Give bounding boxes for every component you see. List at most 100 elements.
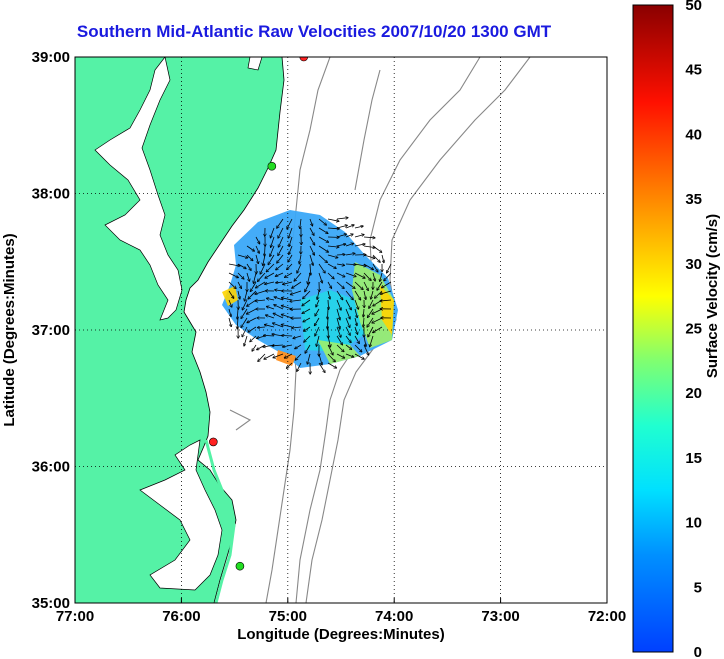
velocity-arrow (277, 218, 284, 228)
velocity-arrow (363, 237, 375, 238)
velocity-arrow (255, 236, 260, 244)
velocity-arrow (258, 327, 266, 328)
velocity-arrow (295, 344, 302, 349)
velocity-arrow (247, 317, 257, 323)
velocity-arrow (354, 326, 358, 334)
grid-lines (75, 57, 607, 603)
velocity-arrow (336, 317, 340, 329)
velocity-arrow (265, 281, 275, 284)
velocity-arrow (265, 272, 275, 278)
velocity-arrow (276, 282, 284, 283)
y-tick-label: 39:00 (32, 49, 70, 66)
radar-station-marker (235, 561, 245, 571)
velocity-arrow (371, 290, 374, 299)
velocity-arrow (387, 263, 392, 273)
velocity-arrow (292, 327, 302, 328)
velocity-arrow (384, 272, 392, 281)
velocity-arrow (327, 246, 339, 247)
velocity-arrow (368, 326, 374, 337)
y-tick-label: 38:00 (32, 186, 70, 203)
velocity-arrow (277, 254, 284, 263)
velocity-arrow (255, 300, 266, 301)
velocity-arrow (336, 264, 344, 265)
velocity-arrow (296, 353, 302, 360)
velocity-arrow (336, 344, 344, 352)
velocity-arrow (228, 299, 232, 307)
velocity-arrow (228, 290, 234, 298)
velocity-arrow (354, 353, 364, 359)
velocity-arrow (250, 335, 257, 342)
velocity-arrow (345, 281, 355, 288)
velocity-arrow (327, 281, 331, 288)
velocity-arrow (318, 263, 325, 273)
colorbar-tick-label: 35 (685, 191, 702, 208)
velocity-arrow (328, 299, 329, 309)
velocity-arrow (291, 290, 302, 295)
velocity-arrow (345, 225, 354, 229)
velocity-arrow (273, 353, 284, 358)
velocity-arrow (242, 326, 248, 337)
velocity-arrow (381, 254, 384, 262)
velocity-arrow (336, 353, 344, 358)
velocity-arrow (267, 263, 275, 272)
colorbar-tick-label: 45 (685, 62, 702, 79)
velocity-arrow (255, 290, 266, 294)
velocity-arrow (315, 326, 320, 336)
velocity-arrow (288, 254, 293, 262)
velocity-arrow (251, 281, 257, 291)
velocity-arrow (372, 254, 380, 262)
y-axis-label: Latitude (Degrees:Minutes) (1, 233, 18, 426)
velocity-arrow (354, 226, 363, 229)
velocity-arrow (292, 281, 302, 288)
velocity-arrow (328, 308, 329, 319)
velocity-arrow (363, 344, 369, 355)
colorbar-tick-label: 20 (685, 385, 702, 402)
velocity-arrow (354, 299, 358, 309)
velocity-arrow (345, 254, 355, 256)
velocity-arrow (307, 353, 311, 364)
velocity-arrow (283, 281, 293, 284)
velocity-arrow (372, 263, 378, 272)
velocity-arrow (285, 272, 293, 277)
velocity-arrow (354, 335, 359, 343)
velocity-arrow (354, 263, 366, 266)
velocity-arrow (270, 245, 275, 256)
velocity-arrow (260, 263, 266, 274)
velocity-arrow (255, 245, 259, 253)
velocity-arrow (318, 218, 326, 225)
velocity-arrow (297, 263, 302, 273)
velocity-arrow (237, 254, 248, 258)
velocity-arrow (336, 308, 340, 320)
velocity-arrow (336, 244, 346, 247)
plot-frame (74, 56, 608, 604)
velocity-arrow (241, 308, 248, 318)
colorbar-tick-label: 0 (694, 644, 702, 659)
velocity-arrow (318, 254, 327, 262)
velocity-arrow (336, 335, 342, 345)
colorbar-label: Surface Velocity (cm/s) (704, 214, 721, 378)
x-tick-label: 74:00 (375, 608, 413, 625)
velocity-arrow (317, 290, 320, 299)
velocity-arrow (309, 236, 315, 245)
velocity-arrow (308, 272, 311, 284)
colorbar-tick-label: 15 (685, 450, 702, 467)
velocity-arrow (345, 317, 350, 327)
velocity-arrow (354, 244, 365, 247)
velocity-arrow (276, 263, 284, 270)
velocity-arrow (302, 308, 311, 313)
velocity-arrow (327, 335, 330, 347)
velocity-arrow (309, 254, 313, 265)
velocity-arrow (278, 227, 284, 238)
velocity-arrow (318, 353, 322, 365)
velocity-arrow (345, 234, 353, 238)
velocity-arrow (310, 263, 311, 275)
x-tick-label: 75:00 (269, 608, 307, 625)
velocity-arrow (336, 272, 345, 277)
y-tick-label: 37:00 (32, 322, 70, 339)
velocity-arrow (282, 325, 293, 328)
delaware-bay (247, 57, 263, 71)
velocity-arrow (318, 362, 325, 372)
velocity-arrow (237, 281, 241, 288)
velocity-arrow (304, 335, 311, 342)
